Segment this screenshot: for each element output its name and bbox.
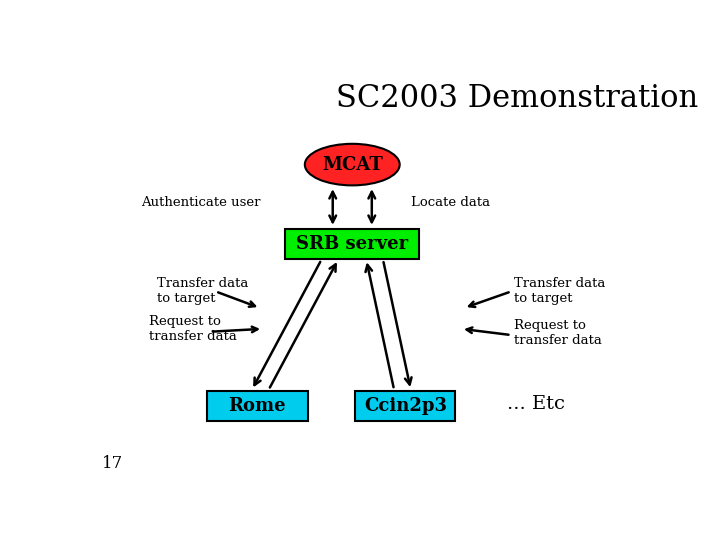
Text: Locate data: Locate data: [411, 197, 490, 210]
Text: Transfer data
to target: Transfer data to target: [157, 278, 248, 306]
FancyBboxPatch shape: [355, 391, 456, 421]
Text: Ccin2p3: Ccin2p3: [364, 397, 447, 415]
Text: Transfer data
to target: Transfer data to target: [514, 278, 606, 306]
Ellipse shape: [305, 144, 400, 185]
Text: Request to
transfer data: Request to transfer data: [148, 315, 236, 343]
Text: ... Etc: ... Etc: [508, 395, 565, 413]
Text: 17: 17: [102, 455, 123, 472]
Text: SRB server: SRB server: [296, 234, 408, 253]
Text: Authenticate user: Authenticate user: [140, 197, 260, 210]
FancyBboxPatch shape: [207, 391, 307, 421]
Text: Rome: Rome: [228, 397, 287, 415]
Text: SC2003 Demonstration: SC2003 Demonstration: [336, 83, 698, 113]
FancyBboxPatch shape: [285, 228, 419, 259]
Text: Request to
transfer data: Request to transfer data: [514, 319, 602, 347]
Text: MCAT: MCAT: [322, 156, 382, 173]
